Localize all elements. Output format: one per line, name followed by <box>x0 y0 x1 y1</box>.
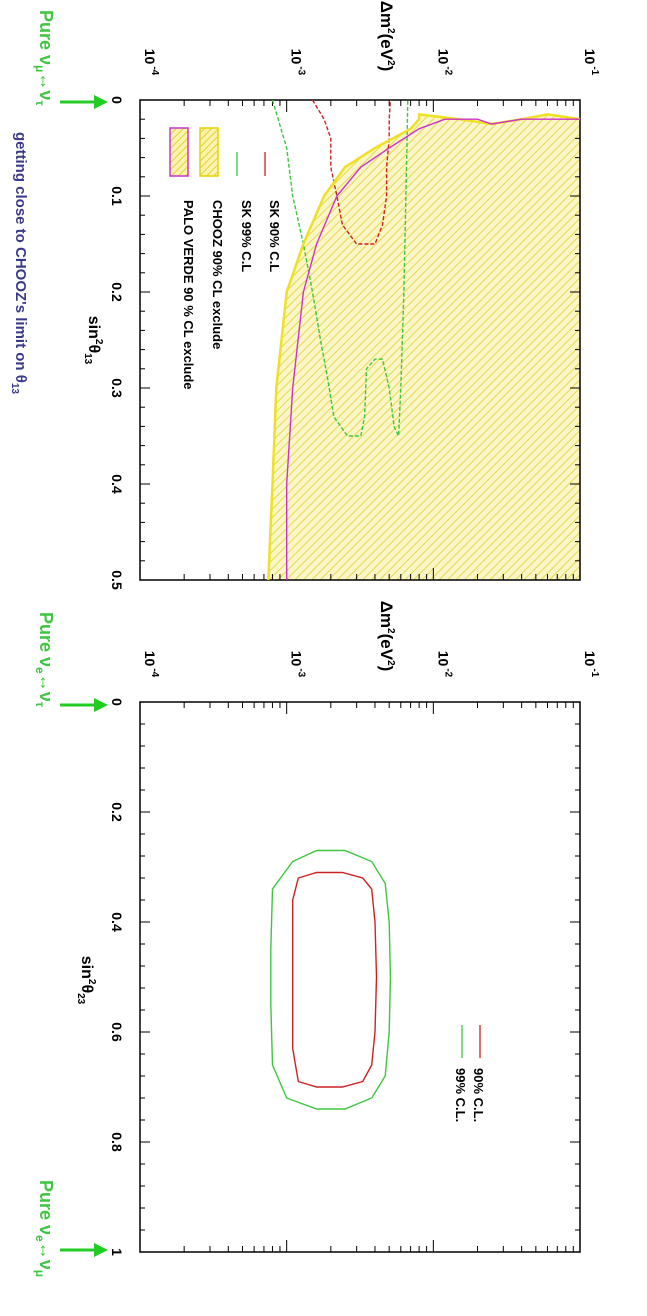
x-tick-label: 0.4 <box>109 474 125 494</box>
legend-paloverde-label: PALO VERDE 90 % CL exclude <box>181 200 196 390</box>
x-tick-label: 0 <box>109 96 125 104</box>
series-sk-90-c-l <box>311 99 392 245</box>
plot-top-ticks <box>139 99 580 581</box>
x-tick-label: 0.2 <box>109 802 125 822</box>
plot-bottom-x-axis-label: sin2θ23 <box>75 956 97 1005</box>
x-tick-label: 0.6 <box>109 1022 125 1042</box>
legend-paloverde-swatch <box>169 127 189 177</box>
plot-bottom-frame <box>139 701 581 1253</box>
plot-top-left-arrow-label: Pure νμ↔ντ <box>33 10 56 106</box>
series-99-c-l <box>270 849 392 1110</box>
x-tick-label: 1 <box>109 1248 125 1256</box>
x-tick-label: 0.3 <box>109 378 125 398</box>
legend-chooz-label: CHOOZ 90% CL exclude <box>210 200 225 349</box>
y-tick-label: 10-1 <box>582 651 600 678</box>
arrow-head <box>94 698 108 712</box>
legend-99-label: 99% C.L. <box>453 1068 468 1122</box>
y-tick-label: 10-3 <box>289 49 307 76</box>
plot-bottom-series <box>270 849 392 1110</box>
chooz-hatched-area <box>268 100 580 580</box>
y-tick-label: 10-2 <box>435 49 453 76</box>
plot-top-series <box>267 99 581 581</box>
x-tick-label: 0.5 <box>109 570 125 590</box>
plot-top-frame <box>139 99 581 581</box>
x-tick-label: 0.4 <box>109 912 125 932</box>
plot-bottom-left-arrow-label: Pure νe↔ντ <box>33 612 56 708</box>
plot-bottom-left-arrow <box>60 698 108 712</box>
plot-bottom-right-arrow <box>60 1243 108 1257</box>
plot-bottom: 0 0.2 0.4 0.6 0.8 1 10-4 10-3 10-2 10-1 Δm2(eV2)… <box>33 601 600 1277</box>
arrow-head <box>94 95 108 109</box>
x-tick-label: 0.8 <box>109 1132 125 1152</box>
legend-90-label: 90% C.L. <box>471 1068 486 1122</box>
y-tick-label: 10-4 <box>142 651 160 678</box>
y-tick-label: 10-4 <box>142 49 160 76</box>
y-tick-label: 10-3 <box>289 651 307 678</box>
legend-sk99-label: SK 99% C.L <box>239 200 254 272</box>
plot-top-left-arrow <box>60 95 108 109</box>
plot-top: 0 0.1 0.2 0.3 0.4 0.5 10-4 10-3 10-2 10-1 Δm2(eV… <box>9 1 600 590</box>
chooz-excluded-region <box>268 100 580 580</box>
plot-top-bottom-note: getting close to CHOOZ's limit on θ13 <box>9 132 29 394</box>
plot-bottom-ticks <box>139 701 580 1253</box>
arrow-head <box>94 1243 108 1257</box>
plot-bottom-legend: 90% C.L. 99% C.L. <box>453 1025 486 1122</box>
plot-top-legend: SK 90% C.L SK 99% C.L CHOOZ 90% CL exclu… <box>169 127 282 390</box>
plot-bottom-right-arrow-label: Pure νe↔νμ <box>33 1180 56 1277</box>
x-tick-label: 0.2 <box>109 282 125 302</box>
y-tick-label: 10-1 <box>582 49 600 76</box>
series-sk-99-c-l <box>271 99 409 437</box>
plot-bottom-y-tick-labels: 10-4 10-3 10-2 10-1 <box>142 651 600 678</box>
legend-chooz-swatch <box>199 127 219 177</box>
x-tick-label: 0.1 <box>109 186 125 206</box>
series-palo-verde-90-cl-exclude <box>286 118 580 580</box>
plot-top-x-tick-labels: 0 0.1 0.2 0.3 0.4 0.5 <box>109 96 125 590</box>
plot-bottom-x-tick-labels: 0 0.2 0.4 0.6 0.8 1 <box>109 698 125 1256</box>
plot-bottom-y-axis-label: Δm2(eV2) <box>377 601 396 672</box>
legend-sk90-label: SK 90% C.L <box>267 200 282 272</box>
y-tick-label: 10-2 <box>435 651 453 678</box>
plot-top-y-axis-label: Δm2(eV2) <box>377 1 396 72</box>
x-tick-label: 0 <box>109 698 125 706</box>
plot-top-y-tick-labels: 10-4 10-3 10-2 10-1 <box>142 49 600 76</box>
series-90-c-l <box>292 871 378 1088</box>
plot-top-x-axis-label: sin2θ13 <box>82 316 104 365</box>
